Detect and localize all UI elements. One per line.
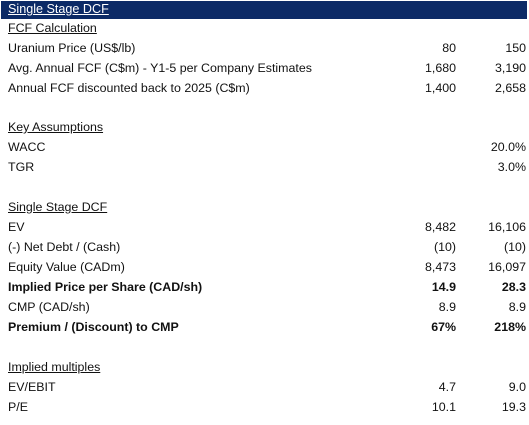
row-label: Annual FCF discounted back to 2025 (C$m)	[8, 81, 250, 95]
row-label: WACC	[8, 140, 46, 154]
row-label: EV	[8, 220, 25, 234]
section-heading-label: Implied multiples	[8, 360, 101, 374]
row-value-1: 4.7	[438, 380, 456, 394]
row-value-1: 80	[442, 41, 456, 55]
section-heading-single-stage-dcf: Single Stage DCF	[0, 198, 529, 218]
row-value-2: 3,190	[494, 61, 526, 75]
table-row-premium: Premium / (Discount) to CMP 67% 218%	[0, 318, 529, 338]
table-row-wacc: WACC 20.0%	[0, 138, 529, 158]
section-heading-key-assumptions: Key Assumptions	[0, 118, 529, 138]
row-value-2: 9.0	[508, 380, 526, 394]
row-label: P/E	[8, 400, 28, 414]
row-value-1: 10.1	[431, 400, 456, 414]
table-row-discounted-fcf: Annual FCF discounted back to 2025 (C$m)…	[0, 79, 529, 99]
row-label: Equity Value (CADm)	[8, 260, 125, 274]
table-row-uranium-price: Uranium Price (US$/lb) 80 150	[0, 39, 529, 59]
row-value-2: 20.0%	[490, 140, 526, 154]
row-label: Implied Price per Share (CAD/sh)	[8, 280, 203, 294]
row-label: (-) Net Debt / (Cash)	[8, 240, 121, 254]
row-value-1: 8,473	[424, 260, 456, 274]
row-label: Premium / (Discount) to CMP	[8, 320, 179, 334]
row-label: TGR	[8, 160, 35, 174]
row-value-2: 2,658	[494, 81, 526, 95]
row-label: Uranium Price (US$/lb)	[8, 41, 136, 55]
row-value-2: 218%	[494, 320, 526, 334]
row-value-2: 28.3	[501, 280, 526, 294]
section-heading-label: Single Stage DCF	[8, 200, 108, 214]
row-value-1: 1,680	[424, 61, 456, 75]
row-value-1: (10)	[433, 240, 456, 254]
table-row-net-debt: (-) Net Debt / (Cash) (10) (10)	[0, 238, 529, 258]
row-label: CMP (CAD/sh)	[8, 300, 90, 314]
row-value-2: 150	[505, 41, 526, 55]
table-row-ev-ebit: EV/EBIT 4.7 9.0	[0, 378, 529, 398]
table-row-equity-value: Equity Value (CADm) 8,473 16,097	[0, 258, 529, 278]
sheet-title: Single Stage DCF	[8, 2, 109, 16]
row-value-2: 3.0%	[497, 160, 526, 174]
table-row-pe: P/E 10.1 19.3	[0, 398, 529, 418]
row-value-2: 16,097	[488, 260, 526, 274]
row-value-1: 67%	[431, 320, 456, 334]
row-value-1: 8.9	[438, 300, 456, 314]
row-value-2: (10)	[503, 240, 526, 254]
row-label: EV/EBIT	[8, 380, 56, 394]
row-value-1: 8,482	[424, 220, 456, 234]
table-row-cmp: CMP (CAD/sh) 8.9 8.9	[0, 298, 529, 318]
table-row-avg-fcf: Avg. Annual FCF (C$m) - Y1-5 per Company…	[0, 59, 529, 79]
title-banner: Single Stage DCF	[1, 1, 527, 19]
row-value-1: 1,400	[424, 81, 456, 95]
section-heading-label: FCF Calculation	[8, 21, 97, 35]
row-value-2: 19.3	[501, 400, 526, 414]
section-heading-label: Key Assumptions	[8, 120, 104, 134]
section-heading-fcf: FCF Calculation	[0, 19, 529, 39]
table-row-ev: EV 8,482 16,106	[0, 218, 529, 238]
row-value-1: 14.9	[431, 280, 456, 294]
table-row-implied-price: Implied Price per Share (CAD/sh) 14.9 28…	[0, 278, 529, 298]
row-value-2: 8.9	[508, 300, 526, 314]
section-heading-implied-multiples: Implied multiples	[0, 358, 529, 378]
row-label: Avg. Annual FCF (C$m) - Y1-5 per Company…	[8, 61, 312, 75]
table-row-tgr: TGR 3.0%	[0, 158, 529, 178]
row-value-2: 16,106	[488, 220, 526, 234]
